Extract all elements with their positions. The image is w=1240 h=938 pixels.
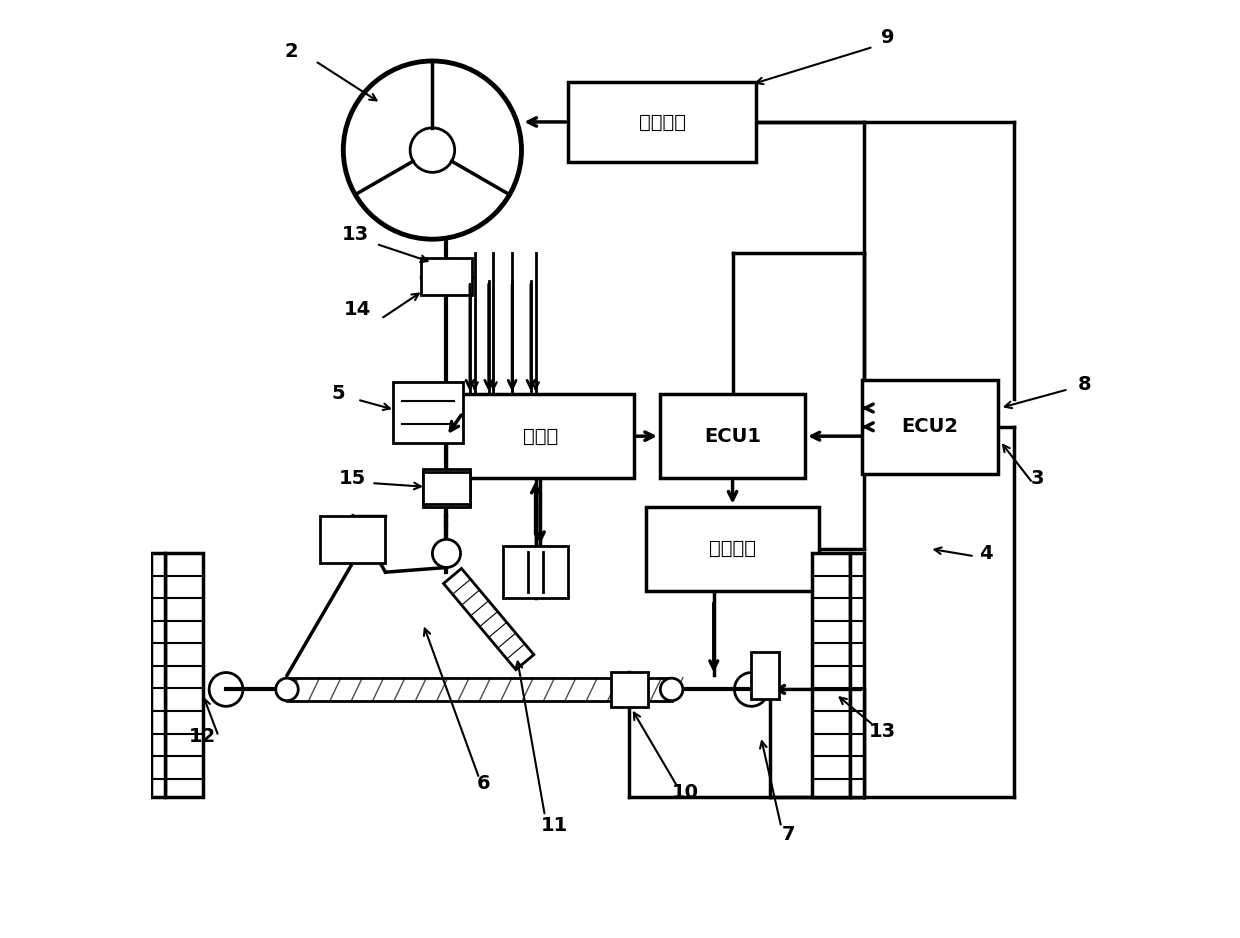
Text: 11: 11 [541, 816, 568, 835]
Text: 4: 4 [980, 544, 993, 563]
Text: 2: 2 [285, 42, 299, 61]
Circle shape [433, 539, 460, 567]
Text: 驱动电机: 驱动电机 [709, 539, 756, 558]
Text: 8: 8 [1078, 375, 1091, 394]
FancyBboxPatch shape [568, 83, 756, 162]
Polygon shape [444, 568, 534, 670]
Text: 14: 14 [343, 300, 371, 319]
Text: 13: 13 [869, 722, 897, 741]
Bar [610, 672, 649, 707]
Text: 12: 12 [188, 727, 216, 746]
Circle shape [275, 678, 299, 701]
Text: 15: 15 [339, 469, 366, 488]
FancyBboxPatch shape [862, 380, 997, 474]
Text: 反馈电机: 反馈电机 [639, 113, 686, 131]
Text: 9: 9 [880, 28, 894, 47]
Text: 5: 5 [332, 385, 346, 403]
FancyBboxPatch shape [446, 394, 634, 478]
Bar [393, 383, 463, 444]
Bar [420, 258, 472, 295]
Bar [502, 546, 568, 598]
FancyBboxPatch shape [646, 507, 820, 591]
Bar [286, 677, 672, 702]
Bar [320, 516, 386, 563]
Bar [423, 469, 470, 507]
Bar [165, 553, 202, 797]
Text: 13: 13 [342, 225, 370, 244]
Text: ECU2: ECU2 [901, 417, 959, 436]
Text: 7: 7 [782, 825, 796, 844]
Text: 3: 3 [1030, 469, 1044, 488]
Bar [849, 553, 864, 797]
Bar [812, 553, 849, 797]
Bar [423, 472, 470, 504]
FancyBboxPatch shape [660, 394, 805, 478]
Text: 控制器: 控制器 [522, 427, 558, 446]
Text: 10: 10 [672, 783, 699, 802]
Circle shape [661, 678, 683, 701]
Text: ECU1: ECU1 [704, 427, 761, 446]
Bar [151, 553, 165, 797]
Bar [751, 652, 780, 699]
Text: 6: 6 [477, 774, 491, 793]
